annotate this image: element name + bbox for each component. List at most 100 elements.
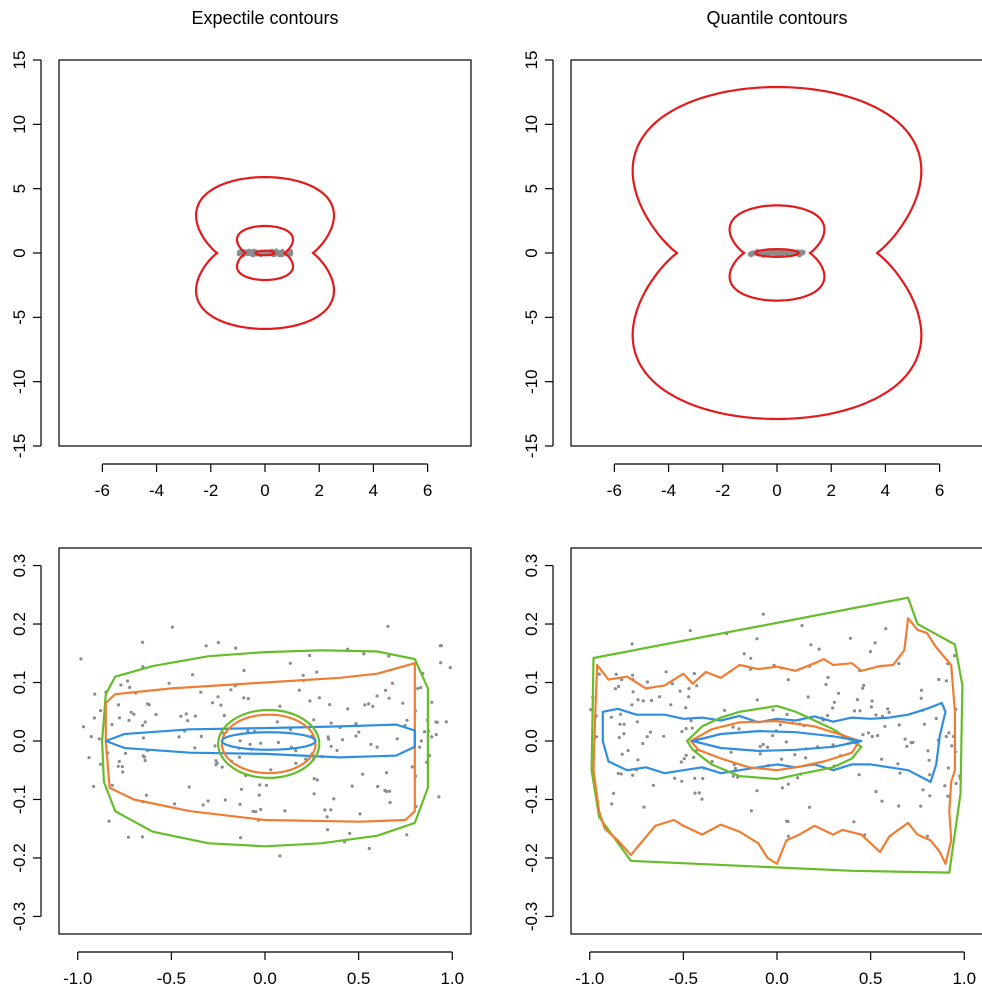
data-point: [301, 673, 305, 677]
data-point: [921, 788, 925, 792]
data-point: [219, 703, 223, 707]
data-point: [120, 765, 124, 769]
data-point: [855, 698, 860, 702]
data-point: [128, 685, 132, 690]
data-point: [693, 776, 697, 780]
data-point: [357, 730, 361, 734]
data-point: [92, 784, 96, 789]
data-point: [817, 647, 821, 651]
data-point: [808, 805, 812, 809]
data-point: [701, 776, 705, 781]
data-point: [866, 731, 871, 735]
data-point: [642, 805, 646, 809]
data-point: [804, 756, 808, 760]
data-point: [312, 792, 316, 796]
data-point: [173, 802, 177, 806]
data-point: [234, 646, 238, 650]
data-point: [616, 771, 620, 776]
data-point: [354, 722, 358, 726]
contour-line: [235, 224, 295, 282]
data-point: [215, 761, 219, 765]
data-point: [645, 680, 650, 684]
data-point: [89, 735, 93, 739]
data-point: [630, 703, 634, 707]
data-point: [886, 707, 890, 711]
data-point: [670, 682, 674, 686]
panel-2: Quantile contours -6 -4 -2 0 2 4 6 -15 -10 -5 0 5 10 1…: [522, 8, 982, 500]
data-point: [348, 831, 352, 836]
data-point: [897, 804, 901, 808]
data-point: [405, 718, 409, 722]
data-point: [779, 250, 785, 255]
data-point: [237, 755, 242, 759]
data-point: [236, 251, 241, 257]
data-point: [361, 772, 365, 776]
contour-line: [601, 701, 947, 783]
y-tick-label: 0.0: [522, 729, 541, 753]
data-point: [332, 797, 336, 801]
data-point: [81, 725, 86, 729]
data-point: [354, 734, 358, 738]
data-point: [898, 771, 902, 775]
data-point: [613, 687, 618, 691]
contour-line: [592, 617, 956, 865]
data-point: [229, 688, 233, 692]
data-point: [755, 789, 759, 793]
data-point: [796, 776, 800, 780]
data-point: [419, 739, 423, 743]
y-tick-label: 15: [10, 51, 29, 70]
y-tick-label: 0: [522, 248, 541, 257]
data-point: [883, 724, 887, 728]
data-point: [193, 714, 197, 718]
data-point: [928, 773, 932, 777]
data-point: [388, 789, 392, 793]
x-tick-label: 6: [423, 481, 432, 500]
data-point: [416, 687, 420, 691]
data-point: [193, 746, 197, 750]
data-point: [127, 718, 131, 723]
data-point: [687, 695, 691, 699]
x-tick-label: -4: [661, 481, 676, 500]
y-tick-label: -0.2: [10, 843, 29, 872]
data-point: [620, 678, 624, 682]
y-tick-label: 0.3: [10, 554, 29, 578]
data-point: [87, 756, 91, 760]
data-point: [369, 742, 373, 747]
y-tick-label: -0.3: [10, 902, 29, 931]
data-point: [697, 791, 701, 795]
panel-title: Quantile contours: [706, 8, 847, 28]
data-point: [280, 248, 285, 254]
y-tick-label: -0.2: [522, 843, 541, 872]
data-point: [430, 735, 434, 739]
data-point: [410, 765, 414, 769]
data-point: [184, 712, 188, 716]
data-point: [684, 727, 688, 731]
data-point: [785, 819, 789, 823]
y-tick-label: -0.1: [10, 785, 29, 814]
data-point: [946, 794, 950, 798]
data-point: [669, 703, 673, 707]
y-tick-label: 0.2: [10, 612, 29, 636]
data-point: [612, 791, 616, 796]
data-point: [617, 684, 621, 689]
data-point: [876, 734, 880, 738]
data-point: [129, 710, 133, 714]
y-tick-label: -10: [10, 369, 29, 394]
data-point: [326, 735, 330, 739]
data-point: [950, 744, 954, 748]
data-point: [622, 722, 626, 726]
data-point: [610, 802, 614, 806]
data-point: [758, 744, 762, 749]
data-point: [294, 749, 298, 753]
data-point: [395, 737, 399, 741]
data-point: [919, 696, 923, 700]
data-point: [678, 689, 682, 693]
x-tick-label: -1.0: [575, 969, 604, 988]
data-point: [375, 745, 379, 749]
data-point: [783, 249, 788, 255]
data-point: [329, 721, 333, 725]
data-point: [614, 672, 618, 676]
data-point: [418, 745, 422, 749]
data-point: [617, 736, 621, 740]
data-point: [387, 654, 391, 658]
